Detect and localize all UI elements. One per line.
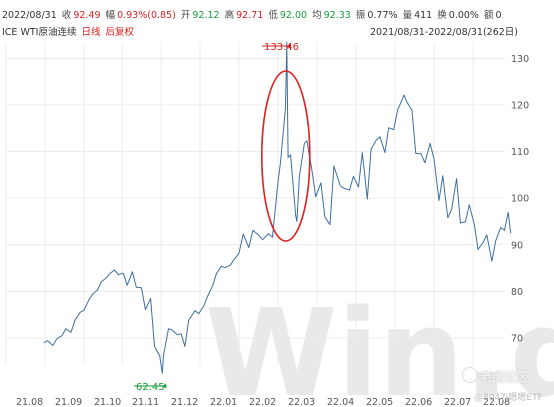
quote-date: 2022/08/31: [2, 10, 57, 21]
amplitude-label: 振: [355, 10, 366, 21]
forum-watermark: 老虎社区: [462, 367, 528, 385]
tiger-logo-icon: [462, 367, 478, 383]
x-tick-label: 22.08: [483, 397, 510, 407]
y-tick-label: 130: [511, 54, 529, 65]
y-tick-label: 80: [511, 287, 523, 298]
user-watermark: @8047i嗯嗯ETF: [474, 393, 543, 403]
forum-name: 老虎社区: [480, 370, 529, 384]
instrument-name: ICE WTI原油连续: [2, 27, 77, 38]
y-tick-label: 110: [511, 147, 529, 158]
y-tick-label: 90: [511, 240, 523, 251]
avg-value: 92.33: [323, 10, 351, 21]
highlight-ellipse: [261, 70, 311, 242]
y-tick-label: 70: [511, 334, 523, 345]
open-value: 92.12: [192, 10, 220, 21]
low-annotation: 62.45: [136, 382, 165, 393]
x-tick-label: 22.06: [405, 397, 432, 407]
x-tick-label: 22.05: [366, 397, 393, 407]
change-value: 0.93%(0.85): [117, 10, 176, 21]
chart-subtitle: ICE WTI原油连续 日线 后复权: [2, 24, 134, 38]
volume-value: 411: [414, 10, 433, 21]
high-arrow-icon: [286, 43, 291, 49]
brand-watermark: Win.d: [205, 285, 554, 407]
x-tick-label: 22.04: [327, 397, 354, 407]
x-tick-label: 21.09: [55, 397, 82, 407]
open-label: 开: [180, 10, 191, 21]
low-arrow-icon: [162, 383, 167, 389]
x-tick-label: 22.01: [210, 397, 237, 407]
amount-label: 额: [484, 10, 494, 21]
low-value: 92.00: [279, 10, 308, 21]
y-tick-label: 120: [511, 100, 529, 111]
high-annotation: 133.46: [264, 42, 299, 53]
volume-label: 量: [402, 10, 413, 21]
amplitude-value: 0.77%: [367, 10, 398, 21]
x-tick-label: 21.08: [16, 397, 43, 407]
close-value: 92.49: [73, 10, 101, 21]
high-label: 高: [224, 10, 235, 21]
x-tick-label: 21.11: [132, 397, 159, 407]
amount-value: 0: [495, 10, 502, 21]
close-label: 收: [61, 10, 72, 21]
high-value: 92.71: [236, 10, 264, 21]
x-tick-label: 21.12: [171, 397, 198, 407]
date-range: 2021/08/31-2022/08/31(262日): [370, 27, 518, 38]
x-tick-label: 22.07: [444, 397, 471, 407]
x-tick-label: 21.10: [94, 397, 121, 407]
x-tick-label: 22.03: [288, 397, 315, 407]
y-tick-label: 100: [511, 194, 529, 205]
price-line: [43, 41, 512, 374]
turnover-label: 换: [437, 10, 447, 21]
x-tick-label: 22.02: [249, 397, 276, 407]
change-label: 幅: [105, 10, 116, 21]
frequency-label[interactable]: 日线: [81, 27, 101, 38]
adjust-label[interactable]: 后复权: [105, 27, 134, 38]
low-label: 低: [268, 10, 278, 21]
avg-label: 均: [312, 10, 322, 21]
turnover-value: 0.00%: [448, 10, 479, 21]
